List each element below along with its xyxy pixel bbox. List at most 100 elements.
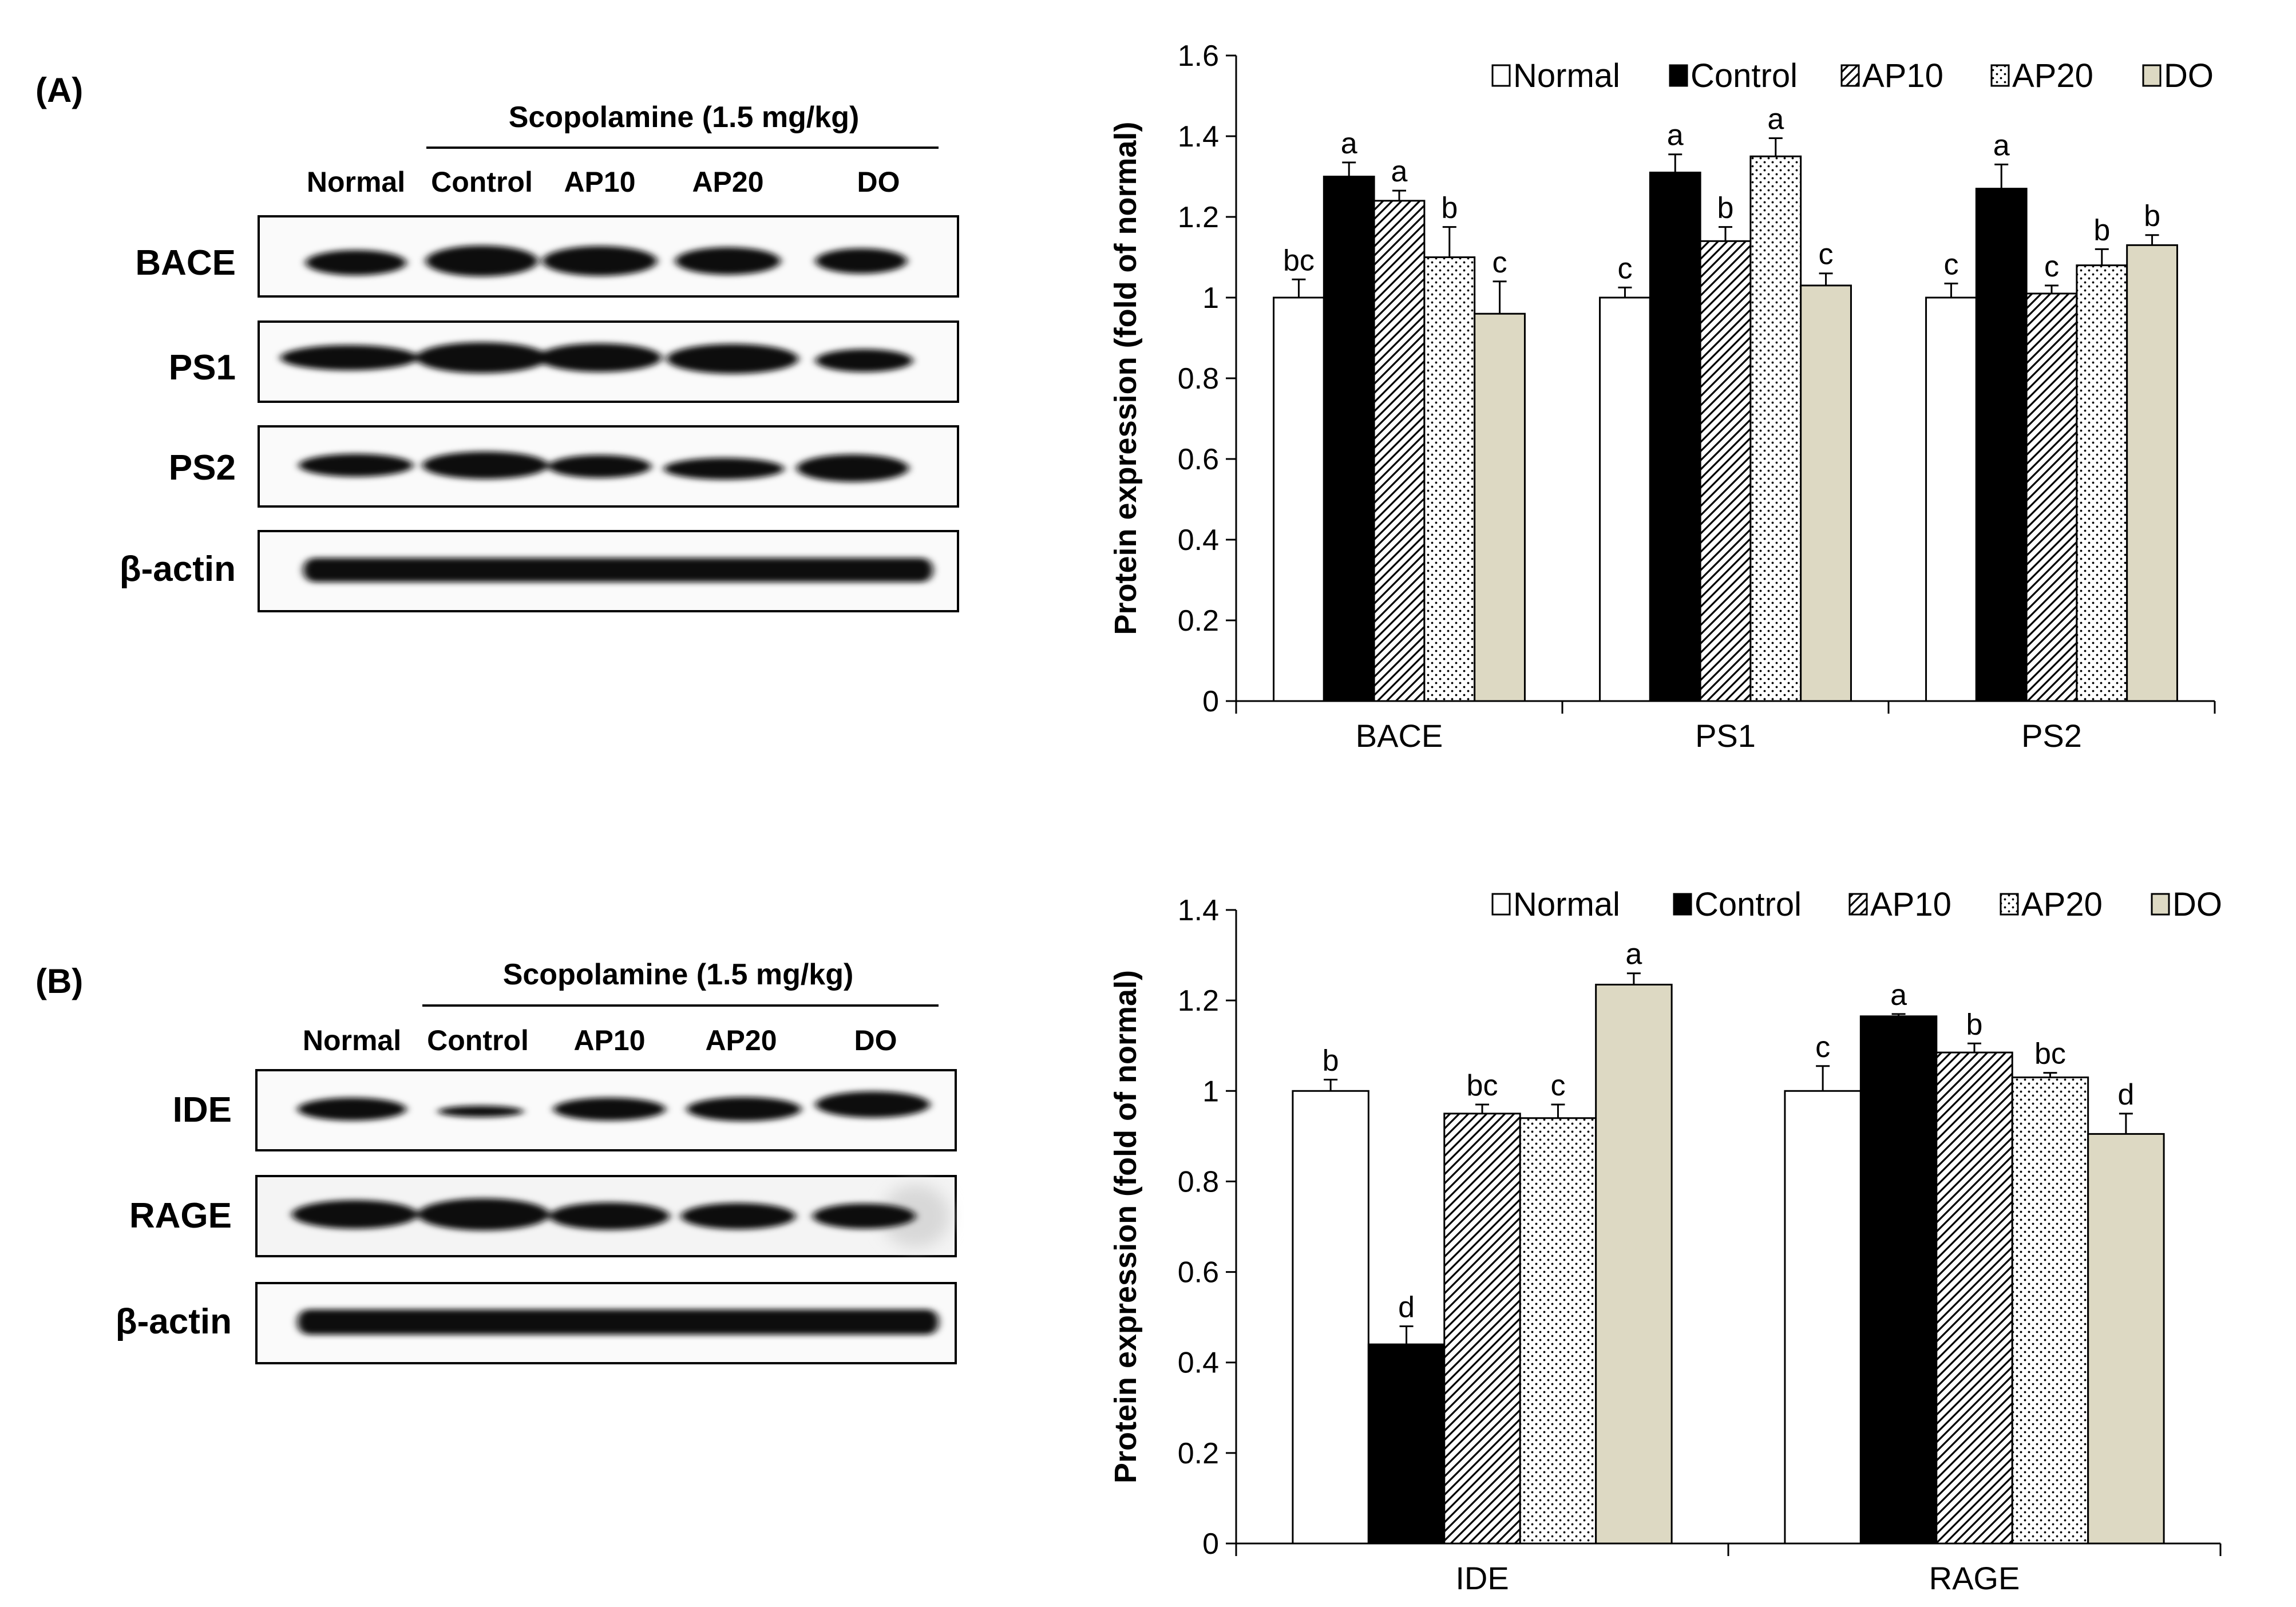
significance-letter: b: [1717, 192, 1734, 225]
y-tick-label: 1: [1202, 1075, 1219, 1108]
lane-label-ap10: AP10: [564, 166, 635, 198]
significance-letter: a: [1890, 979, 1907, 1012]
lane-label-do: DO: [854, 1024, 897, 1056]
band: [816, 1091, 930, 1118]
band: [549, 1202, 670, 1230]
legend-swatch-ap10: [1848, 893, 1868, 916]
category-label-ps2: PS2: [2021, 718, 2082, 754]
band: [813, 1204, 916, 1229]
bar-do-bace: [1474, 312, 1526, 702]
blot-bands-rage: [292, 1198, 916, 1230]
legend-label-do: DO: [2164, 57, 2214, 94]
band: [299, 454, 413, 477]
bar-control-rage: [1859, 1015, 1938, 1545]
panel-label-a: (A): [35, 71, 83, 109]
bar-normal-rage: [1784, 1090, 1862, 1545]
lane-label-ap20: AP20: [692, 166, 763, 198]
y-axis-label: Protein expression (fold of normal): [1109, 121, 1143, 635]
bar-ap10-bace: [1373, 200, 1426, 702]
blot-bands-bace: [306, 246, 907, 276]
legend-swatch-control: [1669, 64, 1688, 87]
band: [687, 1097, 801, 1121]
legend-swatch-do: [2142, 64, 2162, 87]
significance-letter: d: [2117, 1078, 2134, 1111]
category-label-ide: IDE: [1455, 1560, 1509, 1596]
band: [438, 1106, 524, 1117]
bar-ap20-ps1: [1749, 155, 1802, 702]
bar-do-ide: [1595, 983, 1673, 1545]
lane-label-control: Control: [427, 1024, 529, 1056]
lane-label-normal: Normal: [307, 166, 405, 198]
significance-letter: c: [1819, 238, 1834, 271]
band: [306, 250, 406, 275]
y-tick-label: 1.6: [1178, 39, 1219, 73]
bar-control-ps2: [1975, 188, 2028, 702]
band: [303, 558, 933, 582]
y-tick-label: 0.4: [1178, 1347, 1219, 1380]
significance-letter: c: [1550, 1069, 1565, 1102]
significance-letter: c: [2044, 250, 2059, 283]
legend-label-normal: Normal: [1513, 886, 1620, 923]
bar-ap20-bace: [1423, 256, 1476, 702]
lane-label-ap10: AP10: [573, 1024, 645, 1056]
significance-letter: c: [1815, 1031, 1830, 1064]
row-label-ps1: PS1: [169, 348, 236, 387]
band: [292, 1200, 418, 1229]
legend-label-ap20: AP20: [2021, 886, 2103, 923]
row-label-actin-a: β-actin: [120, 549, 236, 589]
legend-label-ap10: AP10: [1862, 57, 1943, 94]
legend-label-ap20: AP20: [2012, 57, 2093, 94]
band: [553, 1098, 666, 1121]
band: [280, 345, 418, 370]
legend-swatch-ap20: [2000, 893, 2019, 916]
bar-normal-ps1: [1599, 296, 1651, 702]
blot-bands-ide: [298, 1091, 930, 1121]
y-tick-label: 0.2: [1178, 1437, 1219, 1470]
significance-letter: b: [2093, 213, 2110, 247]
y-tick-label: 0.6: [1178, 1256, 1219, 1289]
significance-letter: bc: [1467, 1069, 1498, 1102]
band: [298, 1098, 406, 1121]
bar-control-ide: [1367, 1343, 1446, 1545]
band: [426, 246, 538, 276]
row-label-rage: RAGE: [129, 1196, 232, 1236]
blot-bands-ps2: [299, 452, 909, 482]
legend-label-do: DO: [2172, 886, 2222, 923]
significance-letter: a: [1667, 119, 1684, 152]
significance-letter: bc: [2034, 1038, 2066, 1071]
band: [298, 1309, 939, 1335]
row-label-ide: IDE: [173, 1090, 232, 1130]
blot-panel-b: (B) Scopolamine (1.5 mg/kg) Normal Contr…: [35, 958, 957, 1364]
row-label-actin-b: β-actin: [116, 1302, 232, 1341]
chart-a: 0 0.2 0.4 0.6 0.8 1 1.2 1.4 1.6 Protein expressio…: [1109, 39, 2216, 754]
band: [422, 452, 548, 479]
significance-letter: c: [1617, 252, 1632, 285]
bar-control-bace: [1323, 176, 1375, 702]
significance-letter: a: [1391, 155, 1408, 188]
significance-letter: b: [1441, 192, 1458, 225]
band: [797, 454, 909, 482]
category-label-bace: BACE: [1356, 718, 1443, 754]
bar-ap10-rage: [1935, 1051, 2013, 1545]
treatment-label-b: Scopolamine (1.5 mg/kg): [503, 958, 854, 991]
significance-letter: a: [1625, 938, 1642, 971]
treatment-label-a: Scopolamine (1.5 mg/kg): [509, 101, 860, 134]
legend-swatch-ap10: [1840, 64, 1860, 87]
blot-bands-ps1: [280, 342, 913, 374]
bar-normal-ide: [1292, 1090, 1369, 1545]
y-tick-label: 0.8: [1178, 1165, 1219, 1198]
band: [664, 458, 784, 480]
band: [667, 344, 798, 374]
category-label-rage: RAGE: [1929, 1560, 2020, 1596]
significance-letter: b: [2144, 200, 2160, 233]
band: [543, 246, 657, 276]
bar-normal-bace: [1273, 296, 1325, 702]
bar-ap10-ps2: [2025, 292, 2078, 702]
row-label-bace: BACE: [135, 243, 236, 283]
significance-letter: d: [1398, 1291, 1415, 1324]
y-tick-label: 1: [1202, 282, 1219, 315]
bar-do-ps2: [2126, 244, 2178, 702]
blot-bands-actin-a: [303, 558, 933, 582]
legend-swatch-normal: [1491, 64, 1511, 87]
band: [416, 342, 548, 373]
